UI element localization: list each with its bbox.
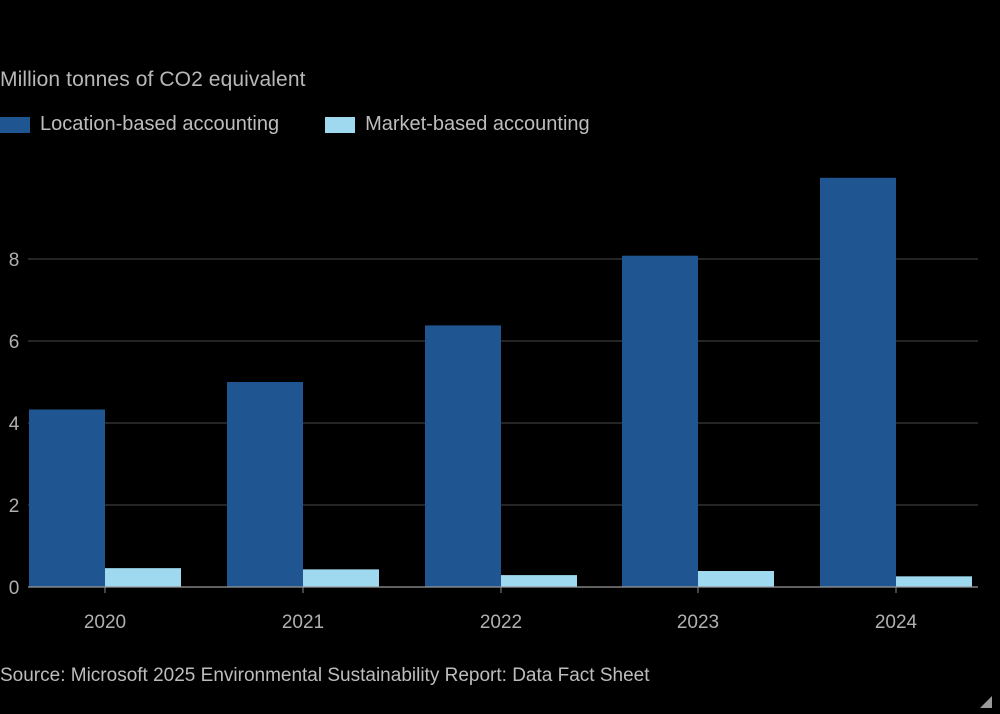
legend-label-location: Location-based accounting — [40, 113, 280, 135]
chart-legend: Location-based accounting Market-based a… — [0, 113, 636, 136]
x-tick-label: 2021 — [282, 612, 324, 633]
legend-item-market: Market-based accounting — [325, 113, 590, 136]
legend-item-location: Location-based accounting — [0, 113, 279, 136]
y-tick-label: 0 — [9, 578, 20, 599]
bar-location-2020 — [29, 409, 105, 587]
y-tick-label: 2 — [9, 496, 20, 517]
bar-location-2022 — [425, 325, 501, 587]
bar-location-2024 — [820, 177, 896, 587]
legend-swatch-market — [325, 116, 356, 133]
bar-market-2023 — [698, 571, 774, 587]
axes: 0 2 4 6 8 2020 2021 2022 2023 2024 — [9, 250, 978, 633]
corner-resize-icon — [980, 696, 992, 708]
legend-swatch-location — [0, 116, 30, 133]
bar-market-2022 — [501, 575, 577, 587]
x-tick-label: 2022 — [480, 612, 522, 633]
bar-market-2024 — [896, 576, 972, 587]
x-tick-label: 2020 — [84, 612, 126, 633]
x-tick-label: 2024 — [875, 612, 918, 633]
y-tick-label: 8 — [9, 250, 20, 271]
bar-market-2021 — [303, 569, 379, 587]
bar-market-2020 — [105, 568, 181, 587]
source-note: Source: Microsoft 2025 Environmental Sus… — [0, 665, 650, 686]
y-tick-label: 6 — [9, 332, 20, 353]
legend-label-market: Market-based accounting — [365, 113, 590, 135]
bar-location-2021 — [227, 382, 303, 587]
bars — [29, 177, 972, 587]
bar-location-2023 — [622, 255, 698, 587]
grid-lines — [28, 258, 978, 506]
chart-subtitle: Million tonnes of CO2 equivalent — [0, 68, 306, 91]
x-tick-label: 2023 — [677, 612, 719, 633]
y-tick-label: 4 — [9, 414, 20, 435]
